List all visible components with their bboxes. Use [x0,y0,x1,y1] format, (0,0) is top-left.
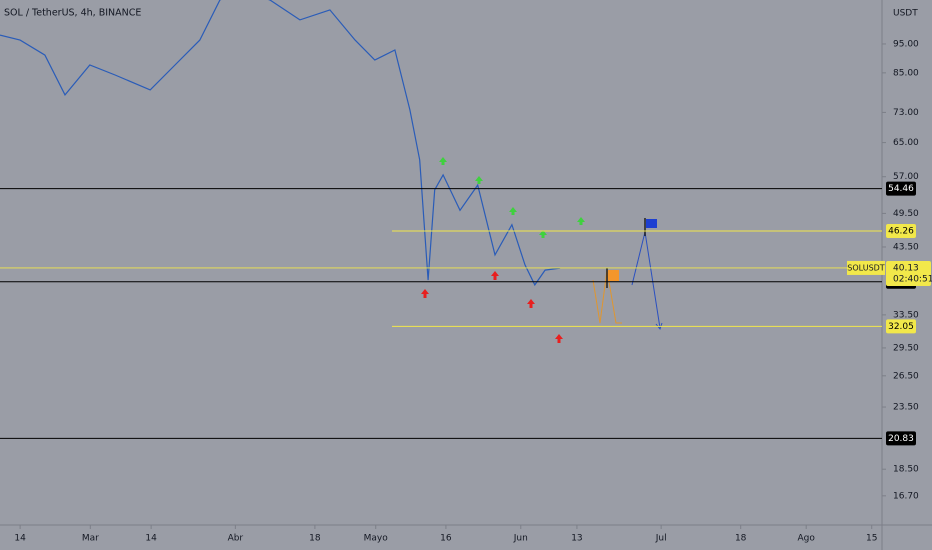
green-arrow [509,207,517,215]
price-line [0,0,561,287]
countdown-label: 02:40:51 [893,274,932,284]
green-arrow [475,176,483,184]
plot-area [0,0,561,287]
x-tick-label: Jul [655,534,667,544]
x-tick-label: Mayo [364,534,389,544]
green-arrow [539,230,547,238]
y-tick-label: 95.00 [893,39,919,49]
y-tick-label: 85.00 [893,68,919,78]
red-markers [421,271,563,343]
symbol-box [847,260,885,275]
level-label: 46.26 [888,226,914,236]
annotations [421,157,663,343]
y-tick-label: 23.50 [893,403,919,413]
y-tick-label: 26.50 [893,371,919,381]
x-tick-label: 16 [440,534,452,544]
y-tick-label: 49.50 [893,209,919,219]
level-label: 32.05 [888,322,914,332]
level-label-box [886,431,916,446]
level-label: 54.46 [888,184,914,194]
level-label-box [886,319,916,334]
red-arrow [555,334,563,343]
y-tick-label: 65.00 [893,138,919,148]
level-label-box [886,223,916,238]
symbol-label: SOLUSDT [847,263,885,272]
orange-flag [608,270,619,281]
x-tick-label: 18 [735,534,747,544]
green-markers [439,157,585,238]
x-tick-label: Ago [798,534,816,544]
x-tick-label: Abr [228,534,244,544]
y-tick-label: 16.70 [893,491,919,501]
y-tick-label: 29.50 [893,343,919,353]
axes: 95.00 85.00 73.00 65.00 57.00 49.50 43.50 33.50… [0,39,932,544]
green-arrow [577,217,585,225]
blue-arrowhead [655,322,663,331]
x-tick-label: 18 [309,534,321,544]
y-unit: USDT [893,9,918,19]
green-arrow [439,157,447,165]
y-tick-label: 18.50 [893,465,919,475]
level-label-box [886,181,916,196]
x-tick-label: 15 [866,534,877,544]
x-tick-label: Mar [82,534,99,544]
x-tick-label: 14 [145,534,157,544]
price-box [886,260,931,286]
y-tick-label: 43.50 [893,242,919,252]
x-tick-label: 14 [14,534,26,544]
y-tick-label: 57.00 [893,172,919,182]
price-label: 40.13 [893,263,919,273]
chart-title: SOL / TetherUS, 4h, BINANCE [4,8,141,19]
red-arrow [421,289,429,298]
red-arrow [491,271,499,280]
red-arrow [527,299,535,308]
level-label: 20.83 [888,434,914,444]
y-tick-label: 73.00 [893,108,919,118]
x-tick-label: 13 [571,534,582,544]
y-tick-label: 33.50 [893,310,919,320]
x-tick-label: Jun [513,534,528,544]
blue-flag [646,219,657,228]
